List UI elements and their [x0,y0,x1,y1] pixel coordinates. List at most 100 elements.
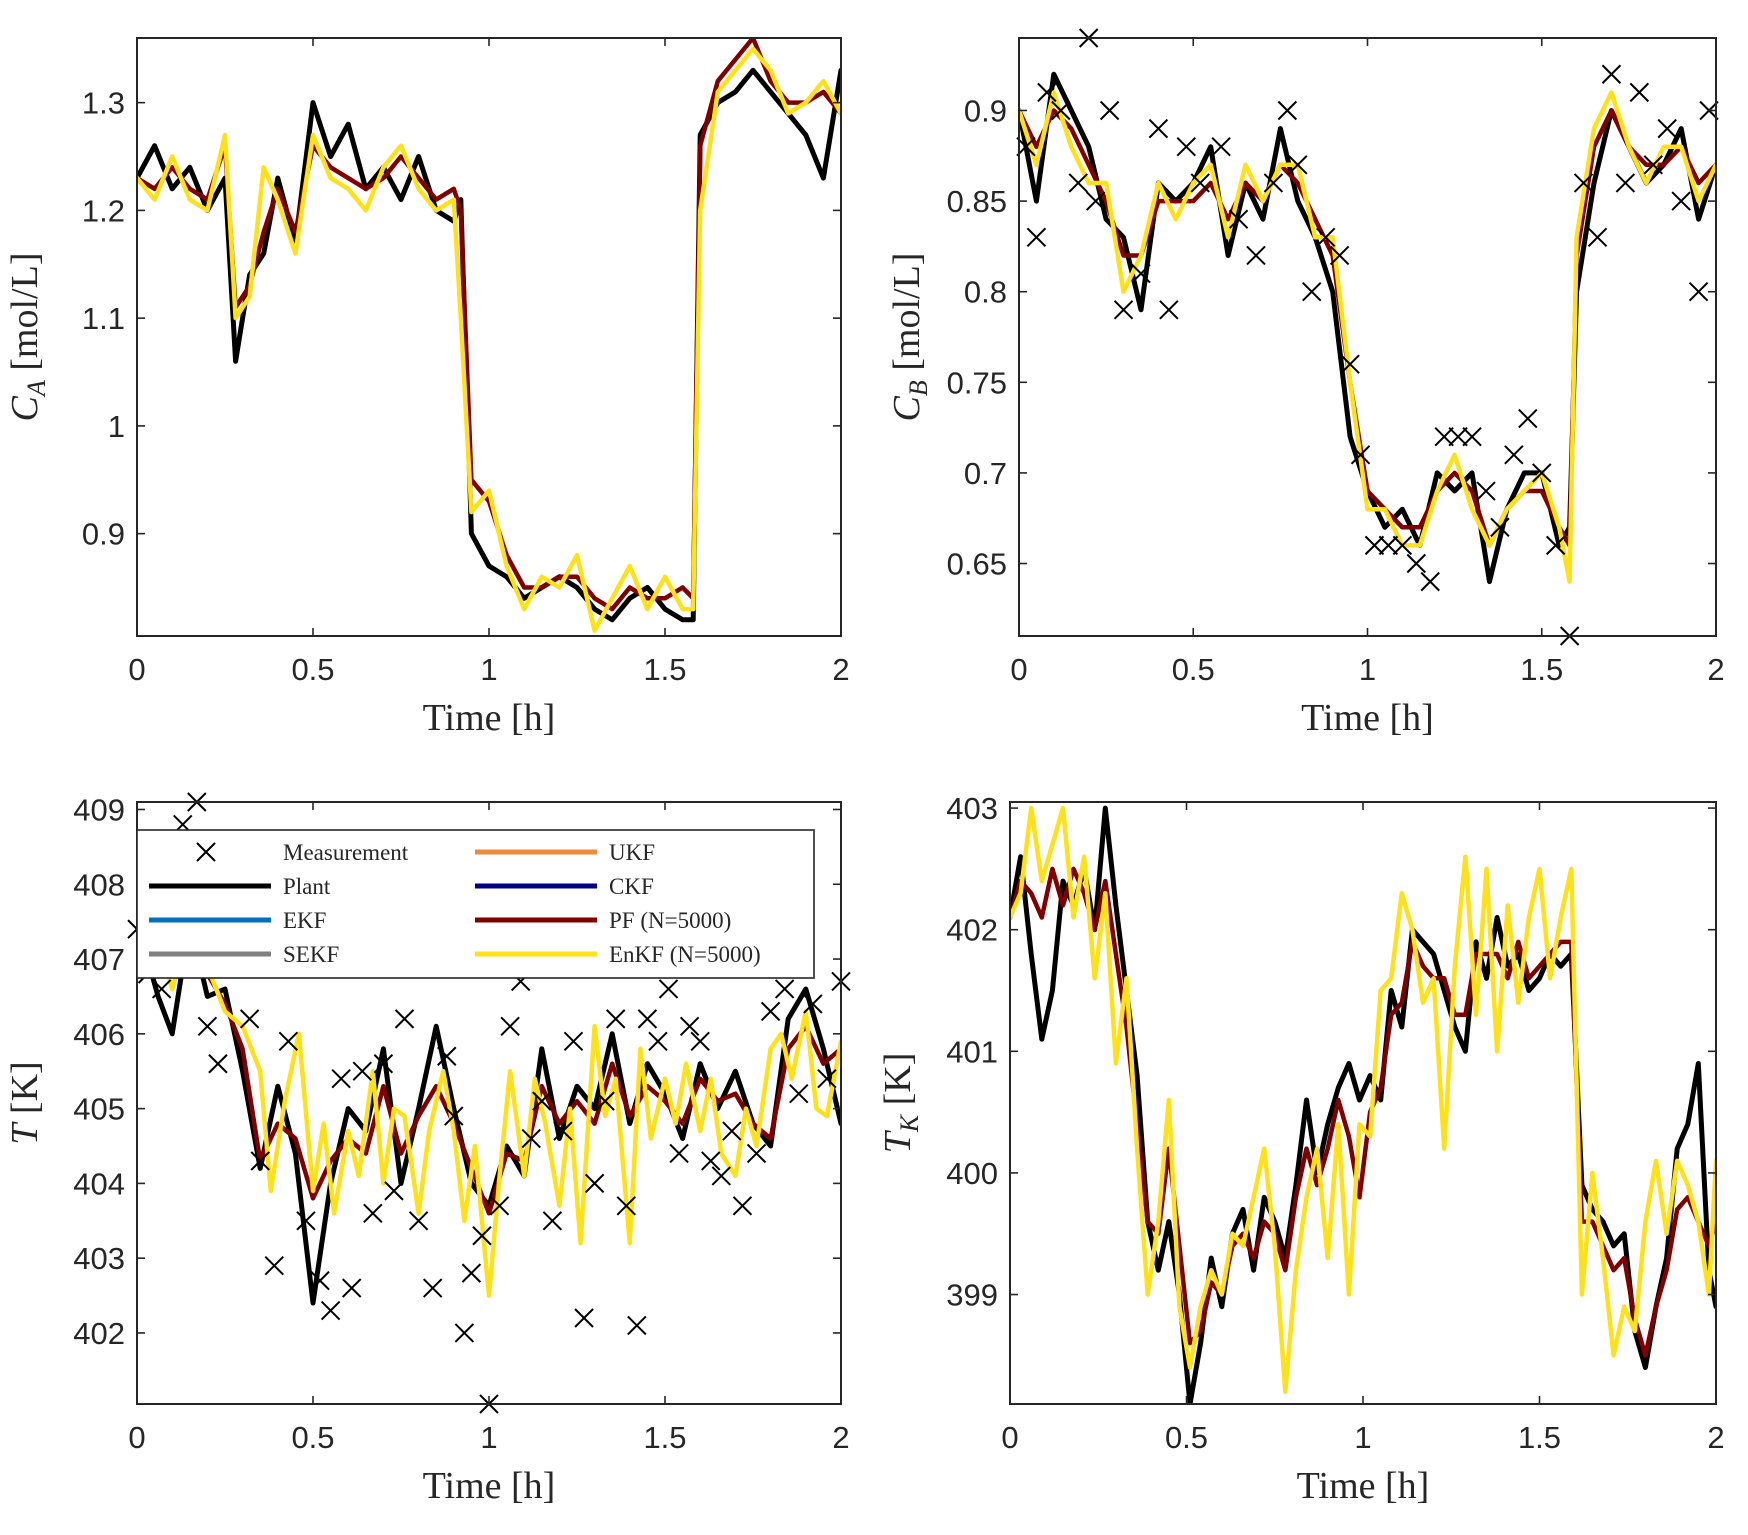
legend-item-ukf: UKF [475,840,655,865]
measurement-marker [1099,100,1120,121]
x-axis-label: Time [h] [1301,697,1434,739]
measurement-marker [1159,300,1179,320]
measurement-marker [711,1166,732,1186]
measurement-marker [1190,173,1210,193]
y-tick-label: 405 [73,1092,125,1127]
x-tick-label: 2 [832,652,849,687]
legend-label: SEKF [283,942,339,967]
x-tick-label: 1 [1354,1420,1371,1455]
x-tick-label: 2 [1707,1420,1724,1455]
measurement-marker [1329,245,1350,266]
measurement-marker [732,1196,753,1216]
measurement-marker [384,1181,404,1201]
y-tick-label: 406 [73,1017,125,1052]
legend-label: EKF [283,908,326,933]
plot-area [137,38,841,633]
x-axis-label: Time [h] [423,1465,556,1507]
measurement-marker [1601,64,1622,84]
x-tick-label: 0 [128,652,145,687]
measurement-marker [250,1151,270,1171]
measurement-marker [563,1031,584,1052]
measurement-marker [1420,571,1440,592]
measurement-marker [679,1016,700,1037]
series-line-enkf [137,46,841,633]
measurement-marker [1068,173,1088,193]
measurement-marker [658,979,679,999]
measurement-marker [1350,445,1371,465]
measurement-marker [722,1121,742,1141]
panel-ca: 0 0.5 1 1.5 2 0.9 1 1.1 1.2 1.3 Time [h] CA [mol/L] [4,37,850,739]
measurement-marker [1406,553,1426,574]
measurement-marker [1434,426,1454,447]
x-tick-label: 1 [480,1420,497,1455]
legend-label: EnKF (N=5000) [609,942,761,967]
panel-tk: 0 0.5 1 1.5 2 399 400 401 402 403 Time [h] TK [K] [877,791,1725,1507]
y-tick-label: 1.1 [82,301,125,336]
measurement-marker [1545,535,1566,556]
measurement-marker [1587,227,1608,248]
legend-item-ckf: CKF [475,874,654,899]
measurement-marker [208,1054,228,1074]
measurement-marker [1615,173,1636,193]
measurement-marker [746,1143,767,1164]
y-tick-label: 401 [946,1034,998,1069]
y-tick-label: 399 [946,1278,998,1313]
measurement-marker [197,1016,218,1037]
measurement-marker [521,1128,541,1149]
y-tick-label: 0.9 [82,517,125,552]
measurement-marker [690,1031,710,1052]
measurement-marker [1504,445,1524,465]
measurement-marker [422,1278,443,1298]
measurement-marker [472,1226,492,1246]
measurement-marker [1176,137,1196,157]
measurement-marker [532,1091,552,1111]
measurement-marker [1448,426,1468,447]
legend-item-sekf: SEKF [149,942,339,967]
measurement-marker [701,1151,721,1171]
x-tick-label: 0.5 [291,1420,334,1455]
measurement-marker [1037,82,1057,103]
legend-marker [196,842,216,862]
legend-label: Measurement [283,840,409,865]
x-tick-label: 1.5 [643,1420,686,1455]
measurement-marker [1211,137,1231,157]
legend-label: UKF [609,840,655,865]
measurement-marker [278,1031,299,1052]
measurement-marker [584,1173,605,1194]
measurement-marker [1518,408,1538,429]
measurement-marker [817,1068,837,1089]
x-tick-label: 2 [832,1420,849,1455]
measurement-marker [1573,173,1594,193]
measurement-marker [648,1031,668,1052]
measurement-marker [637,1009,658,1029]
measurement-marker [803,994,823,1014]
x-tick-label: 0 [128,1420,145,1455]
measurement-marker [331,1068,351,1089]
measurement-marker [454,1323,475,1343]
legend-item-ekf: EKF [149,908,326,933]
y-tick-label: 0.8 [964,275,1007,310]
measurement-marker [394,1009,415,1029]
measurement-marker [1643,155,1663,175]
measurement-marker [342,1278,362,1298]
legend-item-plant: Plant [149,874,331,899]
plot-area [1019,71,1716,585]
y-tick-label: 0.9 [964,93,1007,128]
measurement-marker [1263,173,1284,193]
measurement-marker [574,1308,594,1328]
measurement-marker [1277,100,1298,121]
series-line-enkf [137,919,841,1298]
measurement-marker [1364,535,1385,556]
measurement-marker [320,1300,341,1321]
measurement-marker [774,979,795,999]
measurement-marker [627,1315,647,1336]
measurement-marker [789,1083,809,1104]
measurement-marker [151,979,172,999]
measurement-marker [461,1263,482,1283]
measurement-marker [1490,517,1510,537]
plot-area [137,911,841,1306]
measurement-marker [1315,227,1336,248]
measurement-marker [1671,191,1691,211]
